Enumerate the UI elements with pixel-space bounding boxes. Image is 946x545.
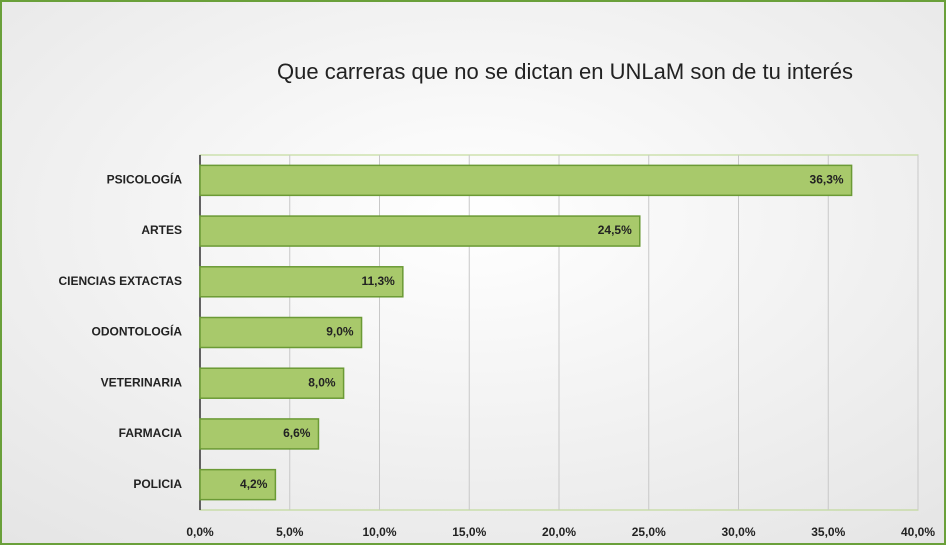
data-label: 11,3% bbox=[361, 274, 395, 288]
y-tick-label: VETERINARIA bbox=[101, 375, 183, 389]
data-label: 4,2% bbox=[240, 477, 268, 491]
y-tick-label: CIENCIAS EXTACTAS bbox=[58, 274, 182, 288]
x-tick-label: 10,0% bbox=[362, 525, 396, 539]
y-tick-label: PSICOLOGÍA bbox=[107, 172, 183, 187]
y-tick-label: FARMACIA bbox=[119, 426, 183, 440]
x-tick-label: 20,0% bbox=[542, 525, 576, 539]
x-tick-label: 35,0% bbox=[811, 525, 845, 539]
x-tick-label: 25,0% bbox=[632, 525, 666, 539]
x-tick-label: 0,0% bbox=[186, 525, 214, 539]
bar bbox=[199, 316, 363, 349]
data-label: 36,3% bbox=[810, 173, 844, 187]
chart-title: Que carreras que no se dictan en UNLaM s… bbox=[277, 59, 853, 84]
bar bbox=[199, 266, 404, 298]
bar bbox=[199, 215, 641, 247]
bar bbox=[199, 367, 345, 399]
y-tick-label: ODONTOLOGÍA bbox=[92, 324, 183, 339]
x-tick-label: 15,0% bbox=[452, 525, 486, 539]
y-tick-label: ARTES bbox=[141, 223, 182, 237]
data-label: 9,0% bbox=[326, 325, 354, 339]
data-label: 8,0% bbox=[308, 375, 336, 389]
x-tick-label: 5,0% bbox=[276, 525, 304, 539]
y-tick-label: POLICIA bbox=[133, 477, 182, 491]
data-label: 24,5% bbox=[598, 223, 632, 237]
bar bbox=[199, 468, 277, 501]
bar bbox=[199, 418, 320, 450]
data-label: 6,6% bbox=[283, 426, 311, 440]
x-tick-label: 30,0% bbox=[721, 525, 755, 539]
x-tick-label: 40,0% bbox=[901, 525, 935, 539]
bar bbox=[199, 164, 853, 197]
